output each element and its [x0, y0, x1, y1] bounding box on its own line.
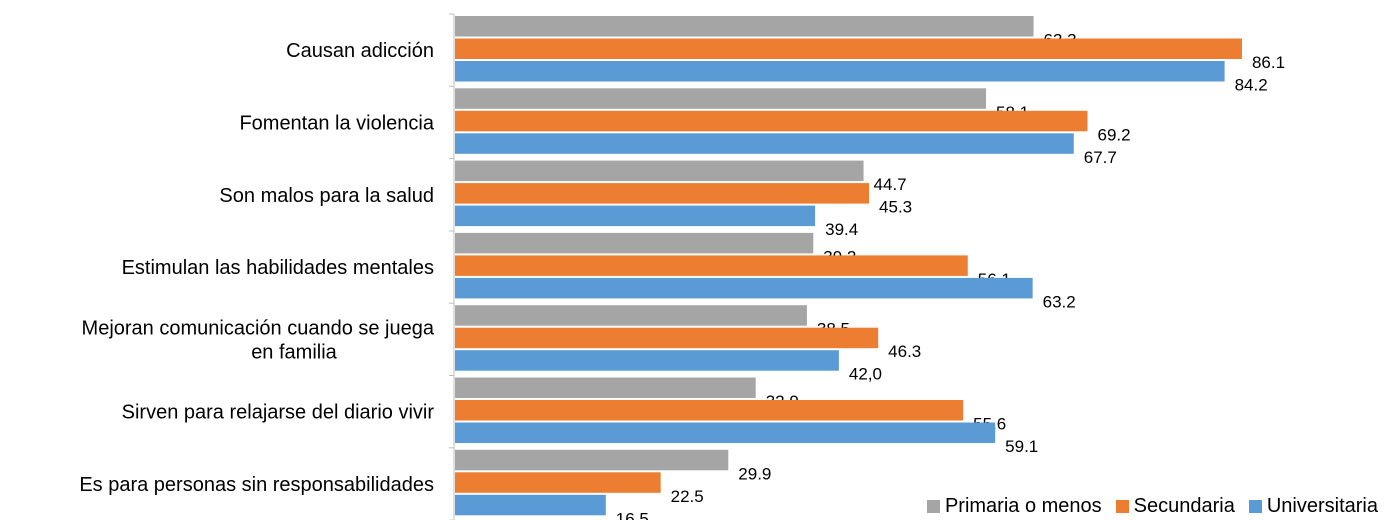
category-label: Son malos para la salud: [219, 185, 434, 207]
legend-item-primaria: Primaria o menos: [926, 495, 1102, 518]
data-label: 67.7: [1084, 148, 1117, 167]
data-label: 42,0: [849, 365, 882, 384]
data-label: 22.5: [671, 487, 704, 506]
data-label: 39.4: [825, 220, 858, 239]
category-label: Fomentan la violencia: [239, 112, 434, 134]
bar: [455, 16, 1034, 37]
bar: [455, 205, 816, 227]
legend-item-universitaria: Universitaria: [1248, 495, 1378, 518]
bar: [455, 133, 1074, 154]
bar: [455, 88, 987, 109]
legend-swatch-universitaria: [1248, 500, 1262, 513]
category-label-line: Causan adicción: [286, 40, 434, 62]
legend-item-secundaria: Secundaria: [1115, 495, 1235, 518]
legend-swatch-secundaria: [1115, 500, 1129, 513]
bar: [455, 472, 661, 493]
legend-label-primaria: Primaria o menos: [944, 495, 1102, 517]
category-label-line: Es para personas sin responsabilidades: [79, 474, 434, 496]
data-label: 84.2: [1235, 76, 1268, 95]
legend: Primaria o menos Secundaria Universitari…: [926, 495, 1378, 518]
category-label-line: en familia: [251, 341, 337, 363]
bar: [455, 494, 606, 516]
data-label: 46.3: [888, 342, 921, 361]
bar: [455, 183, 870, 204]
bar: [455, 277, 1033, 299]
bar: [455, 110, 1088, 132]
data-label: 59.1: [1005, 437, 1038, 456]
category-label-line: Son malos para la salud: [219, 185, 434, 207]
bar: [455, 400, 964, 421]
bar: [455, 422, 996, 443]
bar: [455, 38, 1242, 59]
bar: [455, 327, 879, 349]
category-label: Causan adicción: [286, 40, 434, 62]
data-label: 69.2: [1097, 125, 1130, 144]
legend-swatch-primaria: [926, 500, 940, 513]
category-label: Es para personas sin responsabilidades: [79, 474, 434, 496]
legend-label-universitaria: Universitaria: [1266, 495, 1378, 517]
data-label: 44.7: [874, 175, 907, 194]
bar: [455, 232, 814, 254]
category-label: Mejoran comunicación cuando se juega en f…: [82, 317, 435, 363]
bar: [455, 350, 839, 371]
data-label: 86.1: [1252, 53, 1285, 72]
data-label: 29.9: [738, 464, 771, 483]
legend-label-secundaria: Secundaria: [1133, 495, 1235, 517]
bar: [455, 61, 1225, 82]
bar: [455, 449, 729, 471]
category-label: Sirven para relajarse del diario vivir: [122, 402, 435, 424]
bar: [455, 255, 968, 276]
category-label-line: Fomentan la violencia: [239, 112, 434, 134]
bar: [455, 377, 756, 398]
bar: [455, 305, 807, 326]
category-label-line: Mejoran comunicación cuando se juega: [82, 317, 435, 339]
bar: [455, 160, 864, 182]
category-label-line: Sirven para relajarse del diario vivir: [122, 402, 435, 424]
category-label: Estimulan las habilidades mentales: [122, 257, 434, 279]
data-label: 16.5: [616, 509, 649, 520]
data-label: 45.3: [879, 198, 912, 217]
data-label: 63.2: [1043, 292, 1076, 311]
category-label-line: Estimulan las habilidades mentales: [122, 257, 434, 279]
